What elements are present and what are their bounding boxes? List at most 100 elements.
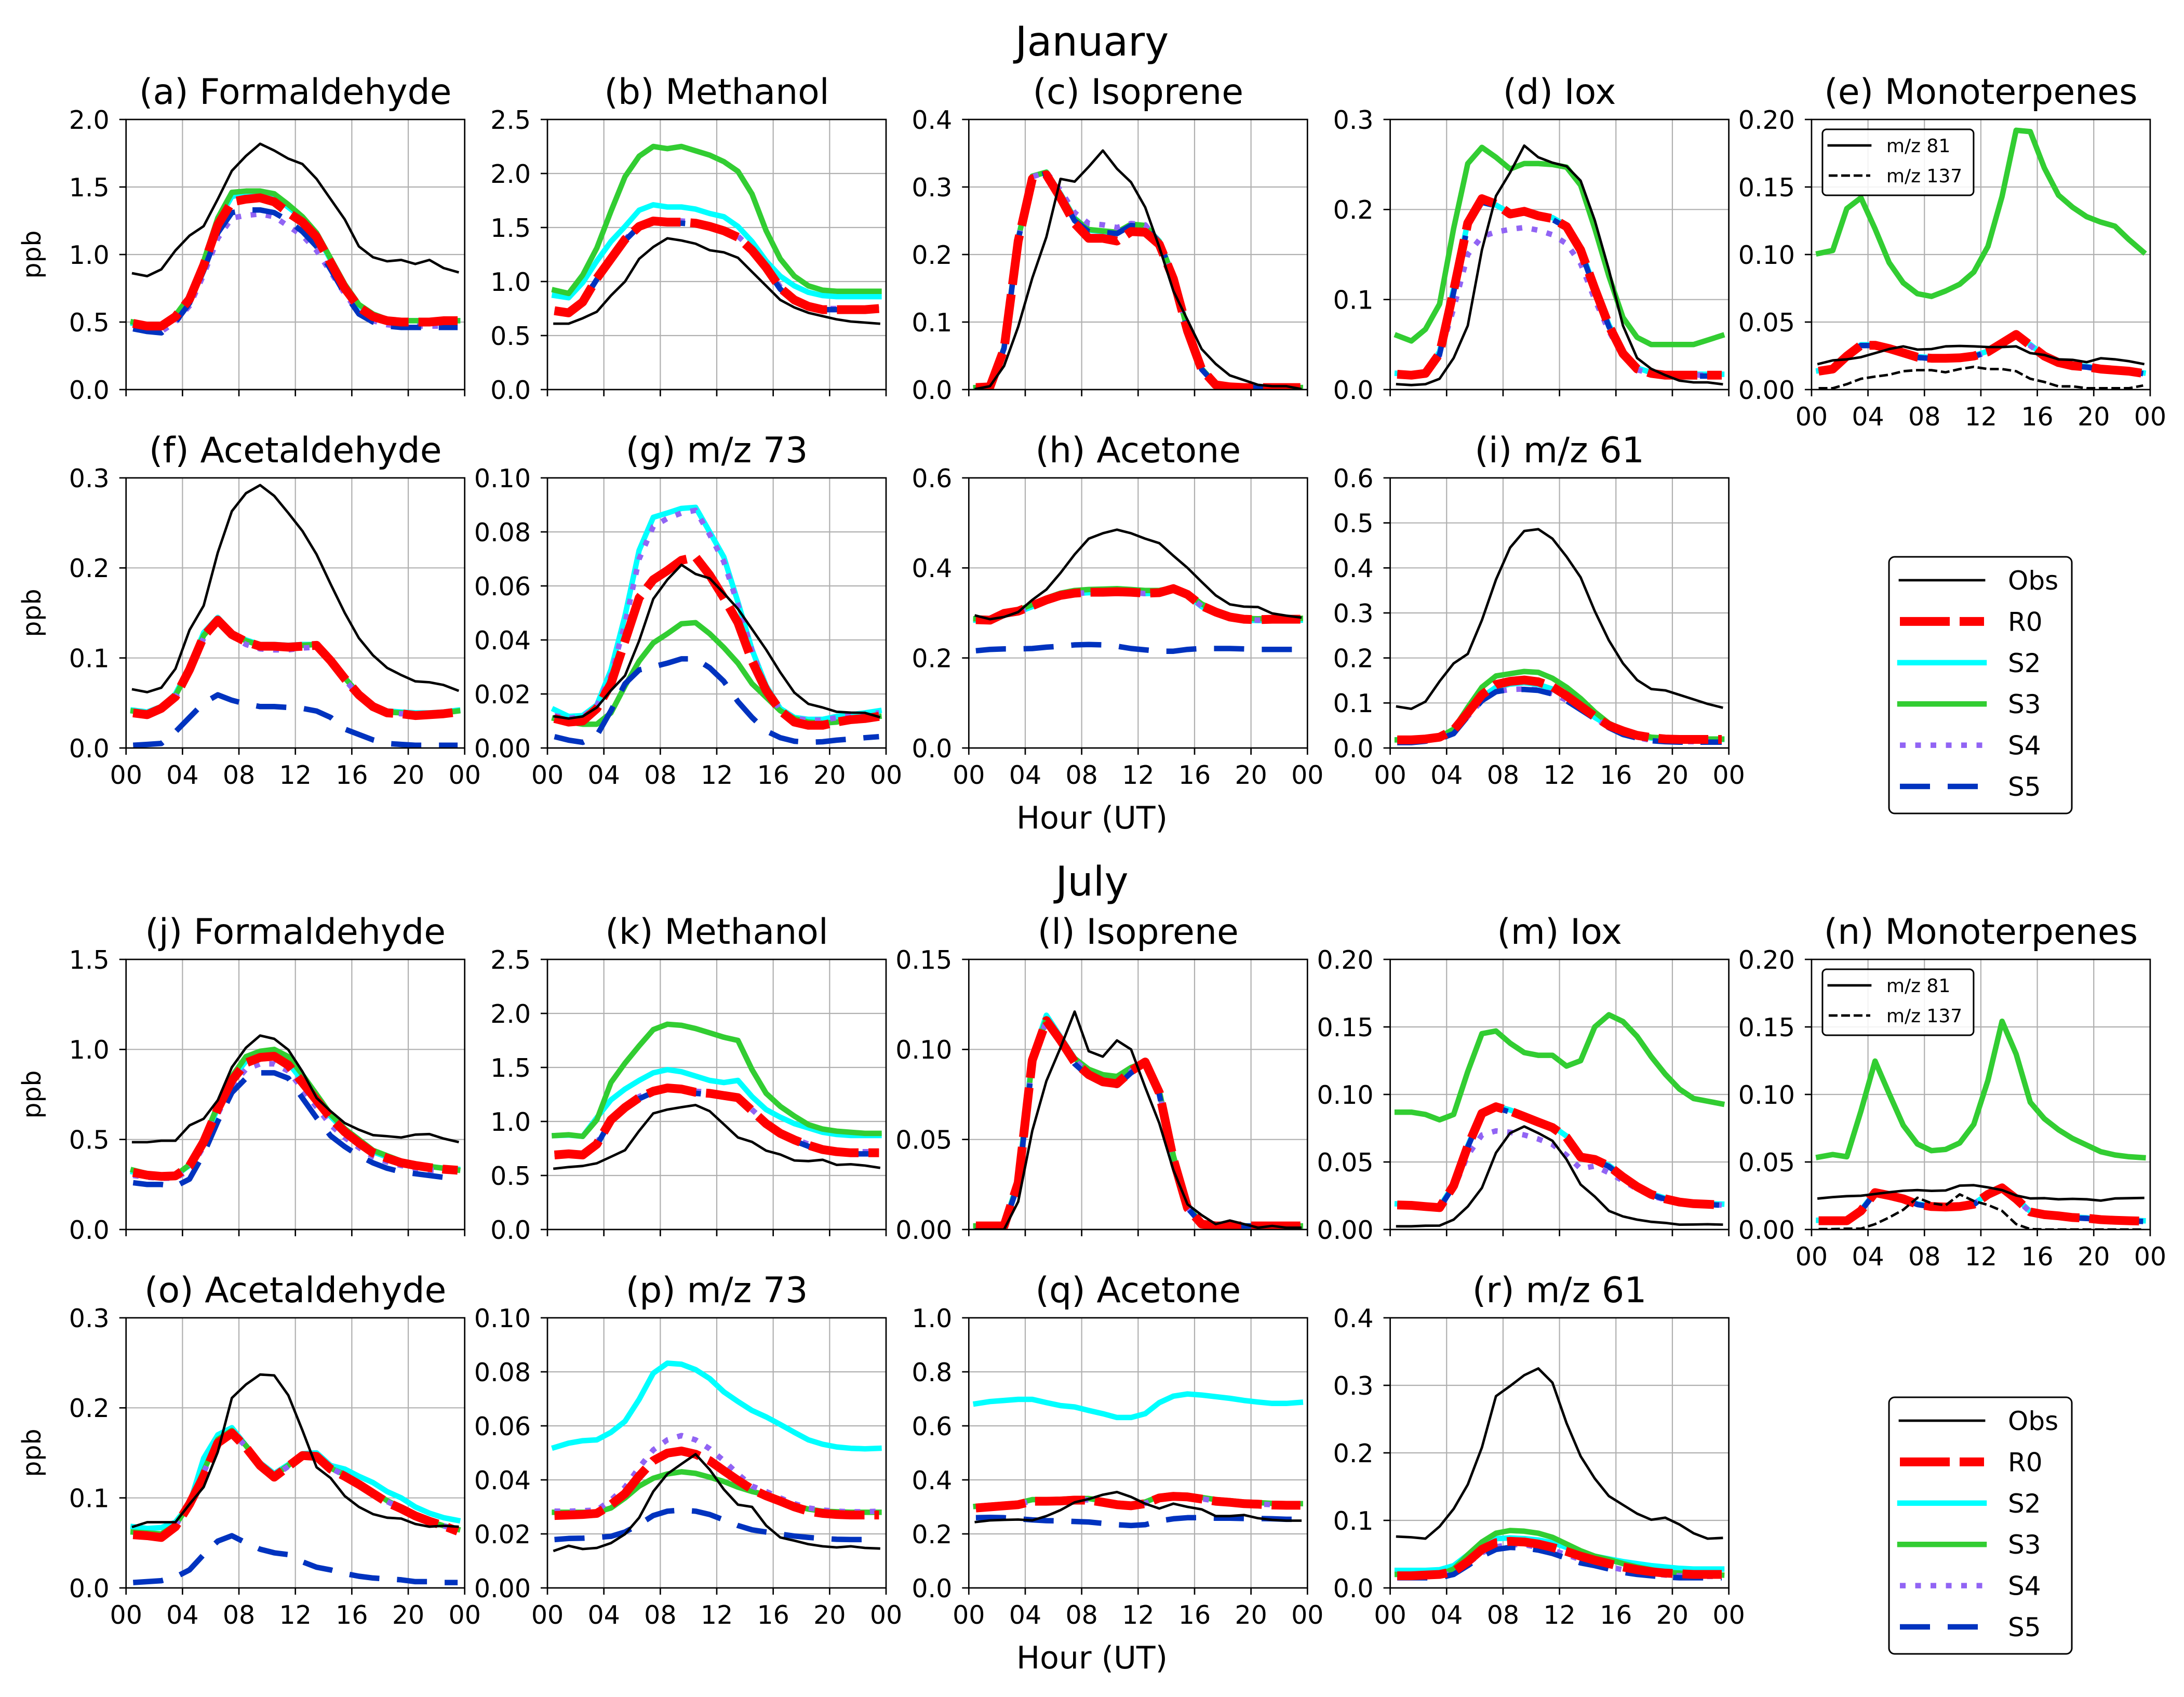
panel-e: 0.00 0.05 0.10 0.15 0.20 00 04 08 12 16 20 00 (e) Mo… — [1738, 72, 2166, 432]
y-tick-label: 0.00 — [1738, 376, 1795, 405]
y-tick-label: 0.4 — [1333, 1304, 1374, 1333]
legend-label: S4 — [2008, 731, 2041, 761]
x-tick-label: 04 — [166, 760, 198, 790]
y-tick-label: 0.3 — [69, 1304, 110, 1333]
x-tick-label: 00 — [449, 760, 481, 790]
legend-label: S4 — [2008, 1571, 2041, 1601]
series-line-s5 — [554, 1507, 879, 1543]
y-tick-label: 0.2 — [1333, 1439, 1374, 1468]
x-tick-label: 20 — [1656, 1600, 1689, 1630]
y-tick-label: 0.15 — [1317, 1013, 1373, 1043]
y-tick-label: 1.5 — [490, 213, 531, 243]
legend-label: m/z 81 — [1886, 976, 1950, 997]
legend-label: S2 — [2008, 1489, 2041, 1519]
panel-title: (r) m/z 61 — [1472, 1270, 1647, 1311]
x-axis-label-january: Hour (UT) — [1016, 800, 1168, 836]
legend-entry-s5: S5 — [1900, 1612, 2041, 1642]
series-line-obs-m-z-137 — [1818, 365, 2143, 390]
series-line-obs — [1396, 144, 1723, 386]
x-tick-label: 16 — [336, 1600, 368, 1630]
y-tick-label: 0.0 — [912, 376, 952, 405]
x-tick-label: 12 — [1965, 1242, 1997, 1272]
x-tick-label: 08 — [1487, 1600, 1519, 1630]
series-group — [130, 484, 461, 748]
series-line-obs — [553, 564, 881, 720]
x-tick-label: 00 — [870, 760, 902, 790]
panel-title: (j) Formaldehyde — [145, 912, 446, 953]
x-tick-label: 04 — [1852, 1242, 1884, 1272]
legend-january: Obs R0 S2 S3 S4 S5 — [1888, 556, 2073, 814]
legend-entry-m-z-137: m/z 137 — [1828, 1006, 1962, 1027]
series-line-obs — [974, 149, 1302, 390]
y-tick-label: 0.0 — [490, 376, 531, 405]
x-tick-label: 20 — [392, 1600, 424, 1630]
y-tick-label: 0.3 — [912, 173, 952, 203]
y-tick-label: 0.5 — [490, 322, 531, 351]
y-tick-label: 0.00 — [474, 1574, 531, 1604]
legend-entry-obs: Obs — [1898, 1406, 2058, 1436]
series-line-obs — [1396, 1367, 1723, 1540]
inner-legend: m/z 81 m/z 137 — [1821, 968, 1975, 1036]
x-tick-label: 12 — [701, 1600, 733, 1630]
x-tick-label: 00 — [2134, 1242, 2166, 1272]
series-group — [1394, 144, 1725, 386]
series-line-obs-m-z-81 — [1817, 344, 2145, 366]
legend-entry-s3: S3 — [1897, 1530, 2041, 1560]
y-tick-label: 1.0 — [69, 1035, 110, 1065]
series-line-s2 — [551, 202, 882, 301]
series-line-s2 — [1394, 1535, 1725, 1573]
x-tick-label: 04 — [1852, 402, 1884, 432]
y-tick-label: 0.4 — [912, 1466, 952, 1495]
panel-title: (i) m/z 61 — [1475, 430, 1644, 471]
series-line-r0 — [132, 193, 458, 331]
legend-entry-s5: S5 — [1900, 772, 2041, 802]
y-tick-label: 0.15 — [895, 945, 952, 975]
series-line-s2 — [972, 1391, 1304, 1421]
y-tick-label: 0.2 — [912, 1520, 952, 1549]
x-tick-label: 12 — [1543, 760, 1575, 790]
y-tick-label: 0.15 — [1738, 173, 1795, 203]
x-tick-label: 20 — [1656, 760, 1689, 790]
y-tick-label: 1.5 — [490, 1053, 531, 1083]
series-line-s3 — [551, 143, 882, 297]
legend-label: S2 — [2008, 648, 2041, 678]
x-tick-label: 00 — [1291, 760, 1323, 790]
y-tick-label: 0.04 — [474, 626, 531, 656]
y-tick-label: 0.0 — [69, 1215, 110, 1245]
panel-b: 0.0 0.5 1.0 1.5 2.0 2.5 (b) Methanol — [490, 72, 887, 405]
series-line-obs — [131, 1373, 459, 1529]
y-tick-label: 2.0 — [69, 105, 110, 135]
series-line-obs — [974, 1490, 1302, 1524]
y-tick-label: 2.5 — [490, 105, 531, 135]
legend-entry-r0: R0 — [1900, 1447, 2043, 1477]
x-tick-label: 00 — [1291, 1600, 1323, 1630]
series-group — [129, 1034, 461, 1190]
legend-entry-m-z-81: m/z 81 — [1827, 136, 1950, 157]
x-tick-label: 04 — [587, 1600, 620, 1630]
series-line-r0 — [1397, 1536, 1722, 1581]
y-tick-label: 0.2 — [912, 644, 952, 673]
x-tick-label: 00 — [1712, 760, 1745, 790]
panel-q: 0.0 0.2 0.4 0.6 0.8 1.0 00 04 08 12 16 20 00 (q) Acet… — [912, 1270, 1323, 1630]
panel-title: (g) m/z 73 — [626, 430, 808, 471]
series-line-s5 — [132, 692, 458, 748]
panel-title: (o) Acetaldehyde — [144, 1270, 446, 1311]
x-tick-label: 20 — [392, 760, 424, 790]
panel-h: 0.0 0.2 0.4 0.6 00 04 08 12 16 20 00 (h) Acetone — [912, 430, 1323, 790]
panel-p: 0.00 0.02 0.04 0.06 0.08 0.10 00 04 08 12 16 20 00 (p… — [474, 1270, 902, 1630]
x-tick-label: 20 — [2078, 1242, 2110, 1272]
x-tick-label: 16 — [1178, 760, 1211, 790]
series-group — [1815, 1018, 2146, 1230]
series-line-s3 — [1815, 1018, 2146, 1161]
series-line-s5 — [132, 1070, 458, 1190]
panel-m: 0.00 0.05 0.10 0.15 0.20 (m) Iox — [1317, 912, 1730, 1245]
y-tick-label: 0.0 — [1333, 376, 1374, 405]
y-tick-label: 0.08 — [474, 518, 531, 547]
series-group — [973, 528, 1303, 654]
panel-a: 0.0 0.5 1.0 1.5 2.0 (a) Formaldehyde ppb — [17, 72, 466, 405]
x-tick-label: 04 — [166, 1600, 198, 1630]
series-group — [1394, 1012, 1725, 1228]
x-tick-label: 12 — [701, 760, 733, 790]
y-tick-label: 0.10 — [474, 1304, 531, 1333]
